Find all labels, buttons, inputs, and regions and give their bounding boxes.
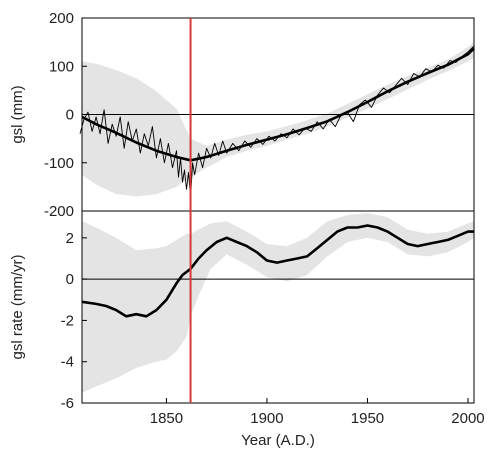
gsl-ytick-label: -100 (44, 155, 74, 172)
gsl-ytick-label: -200 (44, 203, 74, 220)
gsl-ylabel: gsl (mm) (9, 85, 26, 143)
gsl-rate-ytick-label: -4 (61, 354, 74, 371)
gsl-rate-ytick-label: 0 (66, 271, 74, 288)
gsl-rate-ytick-label: 2 (66, 230, 74, 247)
gsl-rate-panel: 2 0 -2 -4 -6 gsl rate (mm/yr) 1850 1900 1950 2000… (9, 210, 485, 449)
gsl-rate-uncertainty-band (82, 213, 474, 393)
gsl-rate-axes-frame (81, 210, 475, 404)
gsl-ytick-label: 0 (66, 107, 74, 124)
xtick-label: 1950 (351, 410, 384, 427)
gsl-panel: 200 100 0 -100 -200 gsl (mm) (9, 10, 475, 220)
gsl-smoothed-line (81, 47, 475, 162)
xtick-label: 1900 (250, 410, 283, 427)
gsl-rate-ytick-label: -6 (61, 395, 74, 412)
gsl-rate-ylabel: gsl rate (mm/yr) (9, 254, 26, 359)
xtick-label: 2000 (451, 410, 484, 427)
xlabel: Year (A.D.) (241, 432, 315, 449)
gsl-ytick-label: 200 (49, 10, 74, 27)
gsl-ytick-label: 100 (49, 58, 74, 75)
gsl-annual-line (79, 45, 475, 198)
gsl-rate-ytick-label: -2 (61, 312, 74, 329)
gsl-uncertainty-band (82, 42, 474, 197)
gsl-rate-smoothed-line (81, 224, 474, 318)
xtick-label: 1850 (150, 410, 183, 427)
